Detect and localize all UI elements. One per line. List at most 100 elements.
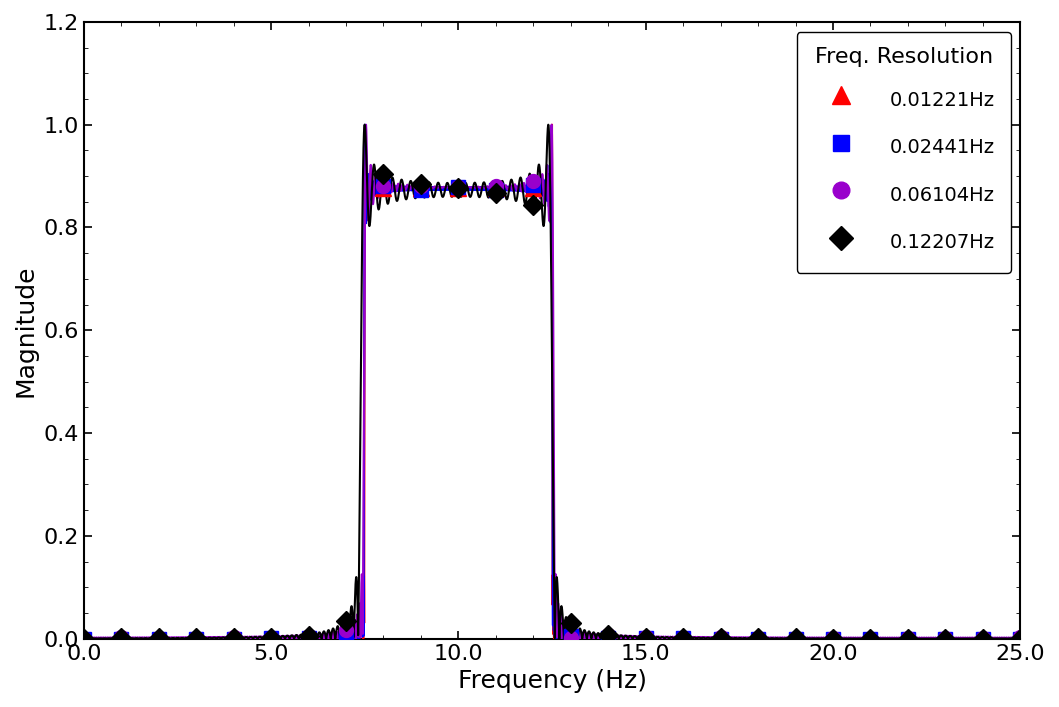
0.02441Hz (414, 186, 427, 194)
0.02441Hz (377, 182, 390, 190)
0.02441Hz (677, 634, 689, 643)
0.06104Hz (976, 633, 989, 642)
0.02441Hz (939, 634, 952, 643)
0.06104Hz (827, 633, 840, 642)
0.06104Hz (190, 633, 202, 642)
0.12207Hz (864, 634, 877, 643)
0.01221Hz (864, 634, 877, 643)
0.01221Hz (265, 634, 277, 643)
0.02441Hz (152, 634, 165, 643)
0.12207Hz (228, 633, 240, 642)
0.06104Hz (677, 633, 689, 642)
0.12207Hz (340, 617, 353, 625)
0.01221Hz (302, 633, 315, 642)
0.02441Hz (489, 186, 502, 194)
0.02441Hz (228, 634, 240, 643)
0.06104Hz (527, 177, 540, 185)
0.01221Hz (827, 634, 840, 643)
0.01221Hz (115, 634, 128, 643)
0.12207Hz (452, 184, 465, 192)
0.06104Hz (602, 631, 614, 640)
0.02441Hz (864, 634, 877, 643)
0.02441Hz (827, 634, 840, 643)
0.01221Hz (789, 634, 802, 643)
Line: 0.12207Hz: 0.12207Hz (77, 167, 1027, 645)
0.01221Hz (640, 634, 652, 643)
0.02441Hz (77, 634, 90, 643)
0.01221Hz (1013, 634, 1026, 643)
0.06104Hz (752, 634, 765, 643)
0.12207Hz (302, 632, 315, 641)
0.12207Hz (77, 634, 90, 643)
0.12207Hz (827, 634, 840, 643)
0.06104Hz (452, 183, 465, 192)
0.12207Hz (489, 189, 502, 197)
0.01221Hz (901, 634, 914, 643)
0.01221Hz (527, 185, 540, 193)
0.02441Hz (190, 634, 202, 643)
0.06104Hz (152, 633, 165, 642)
0.06104Hz (640, 633, 652, 641)
0.06104Hz (302, 631, 315, 640)
X-axis label: Frequency (Hz): Frequency (Hz) (457, 669, 647, 693)
0.01221Hz (152, 634, 165, 643)
0.06104Hz (265, 633, 277, 642)
0.12207Hz (752, 634, 765, 643)
Line: 0.02441Hz: 0.02441Hz (77, 178, 1027, 645)
0.06104Hz (714, 633, 726, 641)
0.12207Hz (714, 633, 726, 642)
0.12207Hz (901, 634, 914, 643)
0.12207Hz (414, 180, 427, 188)
0.01221Hz (714, 634, 726, 643)
0.06104Hz (789, 633, 802, 642)
0.06104Hz (115, 633, 128, 642)
0.02441Hz (602, 633, 614, 642)
0.01221Hz (340, 633, 353, 641)
0.06104Hz (414, 182, 427, 190)
0.02441Hz (976, 634, 989, 643)
0.06104Hz (564, 633, 577, 642)
0.02441Hz (527, 181, 540, 189)
0.12207Hz (190, 633, 202, 642)
0.12207Hz (1013, 634, 1026, 643)
Line: 0.06104Hz: 0.06104Hz (77, 174, 1027, 645)
0.06104Hz (340, 626, 353, 634)
0.02441Hz (452, 183, 465, 192)
0.01221Hz (677, 634, 689, 643)
0.06104Hz (939, 633, 952, 642)
0.12207Hz (602, 631, 614, 639)
0.01221Hz (190, 634, 202, 643)
0.12207Hz (265, 634, 277, 643)
0.12207Hz (939, 634, 952, 643)
0.12207Hz (377, 170, 390, 178)
0.06104Hz (489, 182, 502, 191)
0.02441Hz (714, 634, 726, 643)
Y-axis label: Magnitude: Magnitude (14, 264, 38, 397)
0.02441Hz (302, 634, 315, 643)
0.01221Hz (77, 634, 90, 643)
0.01221Hz (452, 183, 465, 192)
0.06104Hz (228, 633, 240, 641)
0.12207Hz (789, 634, 802, 643)
0.01221Hz (228, 634, 240, 643)
0.06104Hz (77, 634, 90, 643)
0.01221Hz (602, 633, 614, 642)
0.02441Hz (789, 634, 802, 643)
0.01221Hz (377, 185, 390, 193)
0.12207Hz (115, 634, 128, 643)
0.12207Hz (564, 619, 577, 627)
0.01221Hz (414, 184, 427, 192)
0.12207Hz (152, 634, 165, 643)
0.12207Hz (640, 633, 652, 642)
0.06104Hz (377, 182, 390, 190)
0.01221Hz (489, 184, 502, 192)
0.02441Hz (752, 634, 765, 643)
0.02441Hz (265, 634, 277, 643)
0.06104Hz (864, 634, 877, 643)
0.02441Hz (640, 634, 652, 643)
0.02441Hz (901, 634, 914, 643)
Line: 0.01221Hz: 0.01221Hz (76, 180, 1028, 646)
0.02441Hz (115, 634, 128, 643)
0.12207Hz (976, 634, 989, 643)
0.12207Hz (527, 201, 540, 209)
